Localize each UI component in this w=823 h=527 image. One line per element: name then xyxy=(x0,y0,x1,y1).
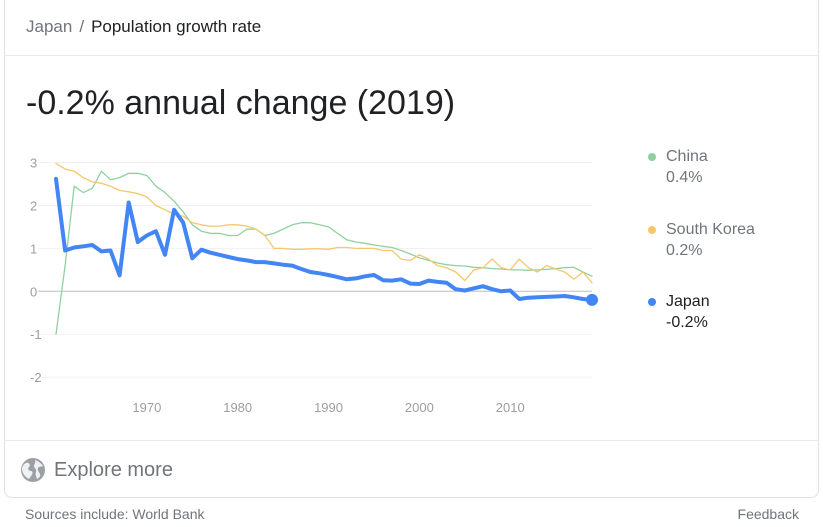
legend-dot-japan xyxy=(648,298,656,306)
sources-text: Sources include: World Bank xyxy=(25,506,205,522)
latest-point-marker xyxy=(586,293,598,306)
y-tick-label: 1 xyxy=(30,241,37,256)
breadcrumb-separator: / xyxy=(79,17,85,36)
line-chart[interactable]: -2 -1 0 1 2 3 1970 1980 1990 2000 2010 xyxy=(0,140,640,430)
y-tick-label: 2 xyxy=(30,198,37,213)
x-tick-label: 1970 xyxy=(132,400,161,415)
legend-name-south-korea: South Korea xyxy=(666,221,755,238)
headline-value: -0.2% annual change (2019) xyxy=(26,84,456,122)
series-line-china xyxy=(55,170,593,335)
breadcrumb-current: Population growth rate xyxy=(91,17,262,36)
legend-dot-south-korea xyxy=(648,226,656,234)
legend-value-japan: -0.2% xyxy=(666,314,708,331)
series-line-japan xyxy=(54,176,594,302)
x-tick-label: 1980 xyxy=(223,400,252,415)
legend-dot-china xyxy=(648,153,656,161)
header-divider xyxy=(4,55,819,56)
y-tick-label: 3 xyxy=(30,156,37,171)
legend-value-south-korea: 0.2% xyxy=(666,242,703,259)
y-tick-label: 0 xyxy=(30,284,37,299)
legend-value-china: 0.4% xyxy=(666,169,703,186)
y-tick-label: -2 xyxy=(30,370,42,385)
chart-card xyxy=(4,0,819,498)
feedback-link[interactable]: Feedback xyxy=(737,506,799,522)
x-tick-label: 2000 xyxy=(405,400,434,415)
series-line-south-korea xyxy=(55,162,593,284)
explore-more-label: Explore more xyxy=(54,458,173,481)
legend-name-china: China xyxy=(666,148,708,165)
y-tick-label: -1 xyxy=(30,327,42,342)
footer-divider xyxy=(4,440,819,441)
legend-name-japan: Japan xyxy=(666,293,710,310)
globe-icon xyxy=(21,458,45,482)
explore-more-button[interactable]: Explore more xyxy=(20,456,173,484)
breadcrumb: Japan / Population growth rate xyxy=(26,17,261,37)
x-tick-label: 2010 xyxy=(496,400,525,415)
x-tick-label: 1990 xyxy=(314,400,343,415)
breadcrumb-parent-link[interactable]: Japan xyxy=(26,17,73,36)
